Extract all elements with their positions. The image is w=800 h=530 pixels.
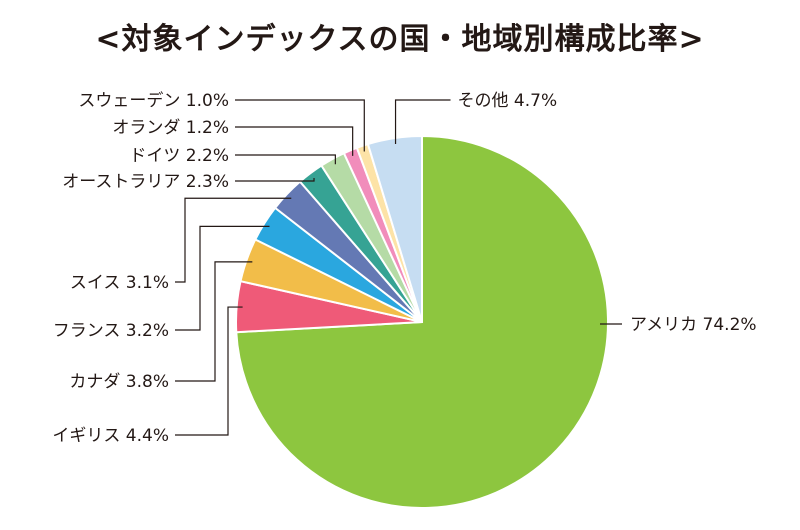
slice-label-3: フランス 3.2% [53, 321, 169, 341]
pie-slice-9 [366, 134, 423, 323]
slice-label-2: カナダ 3.8% [69, 372, 169, 392]
slice-label-9: その他 4.7% [458, 91, 558, 111]
slice-label-4: スイス 3.1% [70, 273, 169, 293]
leader-line-9 [394, 99, 451, 144]
leader-line-7 [235, 126, 354, 156]
slice-labels: アメリカ 74.2% イギリス 4.4% カナダ 3.8% フランス 3.2% スイス … [52, 90, 756, 446]
chart-title: <対象インデックスの国・地域別構成比率> [95, 22, 705, 57]
leader-line-1 [175, 306, 243, 436]
leader-line-2 [175, 261, 253, 382]
pie-slices [234, 134, 609, 509]
slice-label-5: オーストラリア 2.3% [62, 172, 229, 192]
slice-label-0: アメリカ 74.2% [630, 315, 757, 335]
slice-label-6: ドイツ 2.2% [129, 146, 229, 166]
slice-label-8: スウェーデン 1.0% [78, 90, 229, 111]
leader-line-6 [235, 154, 336, 165]
slice-label-7: オランダ 1.2% [112, 118, 229, 138]
leader-line-4 [175, 197, 292, 283]
leader-line-5 [235, 177, 315, 182]
leader-line-3 [175, 225, 270, 331]
leader-lines [175, 99, 622, 436]
slice-label-1: イギリス 4.4% [52, 426, 169, 446]
leader-line-8 [235, 99, 365, 152]
